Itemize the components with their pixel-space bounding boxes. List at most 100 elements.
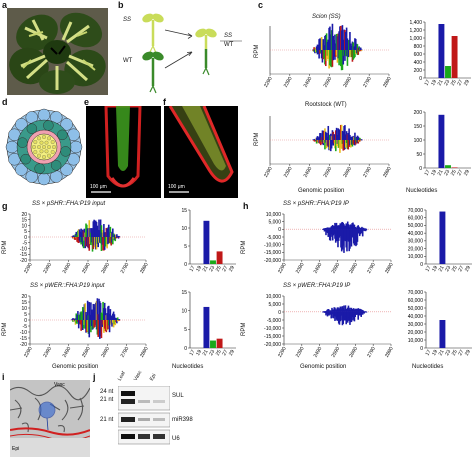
coverage-bar-up <box>333 39 335 50</box>
coverage-bar-up <box>71 318 74 320</box>
coverage-bar-up <box>330 136 333 140</box>
coverage-bar-down <box>358 140 360 142</box>
coverage-bar-down <box>334 50 337 57</box>
x-tick-label: 23 <box>208 265 216 273</box>
y-tick-label: 5,000 <box>268 219 281 225</box>
y-tick-label: 15 <box>181 208 187 214</box>
y-tick-label: 5,000 <box>268 302 281 308</box>
coverage-bar-down <box>319 140 321 144</box>
y-tick-label: 0 <box>419 166 422 172</box>
coverage-bar-down <box>331 50 334 67</box>
coverage-bar-down <box>329 140 332 152</box>
coverage-bar-down <box>78 320 81 323</box>
coverage-bar-up <box>332 35 335 50</box>
coverage-bar-down <box>77 320 80 329</box>
x-tick-label: 2490 <box>62 262 73 275</box>
coverage-bar-up <box>83 228 86 237</box>
stele-cell <box>50 150 55 154</box>
chart-c-hist-top: 0 200 400 600 800 1,000 1,200 1,400 171921232527… <box>409 20 471 87</box>
x-tick-label: 2590 <box>330 346 341 359</box>
coverage-bar-down <box>354 50 357 55</box>
coverage-bar-down <box>326 140 329 146</box>
coverage-bar-up <box>339 124 342 140</box>
coverage-bar-down <box>329 50 331 66</box>
coverage-bar-down <box>349 140 351 146</box>
stele-cell <box>47 136 51 141</box>
chart-h-coverage-bottom: 10,0005,0000-5,000-10,000-15,000-20,0002… <box>264 294 395 359</box>
histogram-bar <box>216 338 223 348</box>
x-tick-label: 2390 <box>283 166 294 179</box>
x-tick-label: 2290 <box>277 262 288 275</box>
coverage-bar-down <box>99 237 102 244</box>
y-tick-label: 400 <box>414 60 423 66</box>
panel-label-d: d <box>2 97 8 107</box>
coverage-bar-up <box>350 136 353 140</box>
x-tick-label: 2690 <box>100 346 111 359</box>
coverage-bar-down <box>114 237 117 242</box>
coverage-bar-down <box>334 50 336 60</box>
x-tick-label: 27 <box>457 265 465 273</box>
x-tick-label: 27 <box>456 169 464 177</box>
chart-h-coverage-top: 10,0005,0000-5,000-10,000-15,000-20,0002… <box>264 212 395 275</box>
coverage-bar-up <box>115 317 117 320</box>
coverage-bar-up <box>319 38 321 50</box>
coverage-bar-down <box>118 320 121 321</box>
coverage-bar-up <box>94 302 97 320</box>
coverage-bar-up <box>340 30 343 50</box>
coverage-bar-up <box>354 38 356 50</box>
y-tick-label: 0 <box>184 346 187 352</box>
y-tick-label: -15 <box>20 252 27 258</box>
coverage-bar-up <box>87 228 90 237</box>
graft-schematic <box>142 13 242 94</box>
coverage-bar-down <box>344 50 347 56</box>
coverage-bar-down <box>77 237 79 243</box>
coverage-bar-down <box>315 50 318 53</box>
blot-sul <box>118 386 170 411</box>
coverage-bar-down <box>114 320 117 326</box>
coverage-bar-up <box>105 315 108 320</box>
x-tick-label: 2790 <box>362 76 373 89</box>
coverage-bar-up <box>344 31 347 50</box>
coverage-bar-up <box>360 139 363 140</box>
coverage-bar-down <box>349 140 352 148</box>
x-tick-label: 25 <box>215 349 223 357</box>
histogram-bar <box>451 167 458 168</box>
stele-cell <box>47 153 51 158</box>
stele-cell <box>37 153 41 158</box>
coverage-bar-up <box>349 134 351 140</box>
coverage-bar-down <box>99 320 101 339</box>
cortex-cell <box>34 163 45 174</box>
coverage-bar-up <box>361 226 363 230</box>
coverage-bar-down <box>105 320 108 333</box>
coverage-bar-up <box>333 134 335 140</box>
y-tick-label: 5 <box>184 327 187 333</box>
coverage-bar-down <box>93 237 95 246</box>
coverage-bar-down <box>106 237 108 249</box>
coverage-bar-up <box>341 25 344 50</box>
coverage-bar-up <box>82 230 85 237</box>
y-tick-label: -10 <box>20 246 27 252</box>
coverage-bar-down <box>342 50 345 65</box>
y-tick-label: 200 <box>414 68 423 74</box>
x-tick-label: 23 <box>443 79 451 87</box>
g-title-bottom: SS × pWER::FHA:P19 input <box>30 283 105 289</box>
coverage-bar-up <box>112 233 115 237</box>
coverage-bar-down <box>111 320 113 327</box>
coverage-bar-up <box>93 304 95 320</box>
coverage-bar-down <box>338 50 340 66</box>
i-epi-label: Epi <box>12 446 20 452</box>
y-tick-label: 40,000 <box>408 231 424 237</box>
coverage-bar-up <box>336 36 339 50</box>
coverage-bar-up <box>347 224 350 230</box>
x-tick-label: 2490 <box>62 346 73 359</box>
coverage-bar-down <box>81 320 83 326</box>
coverage-bar-down <box>117 320 120 321</box>
y-tick-label: -20,000 <box>264 342 281 348</box>
y-tick-label: 1,200 <box>409 28 422 34</box>
coverage-bar-up <box>107 227 109 237</box>
y-tick-label: 10 <box>21 223 27 229</box>
x-tick-label: 23 <box>208 349 216 357</box>
x-tick-label: 2790 <box>362 166 373 179</box>
coverage-bar-down <box>99 320 102 337</box>
